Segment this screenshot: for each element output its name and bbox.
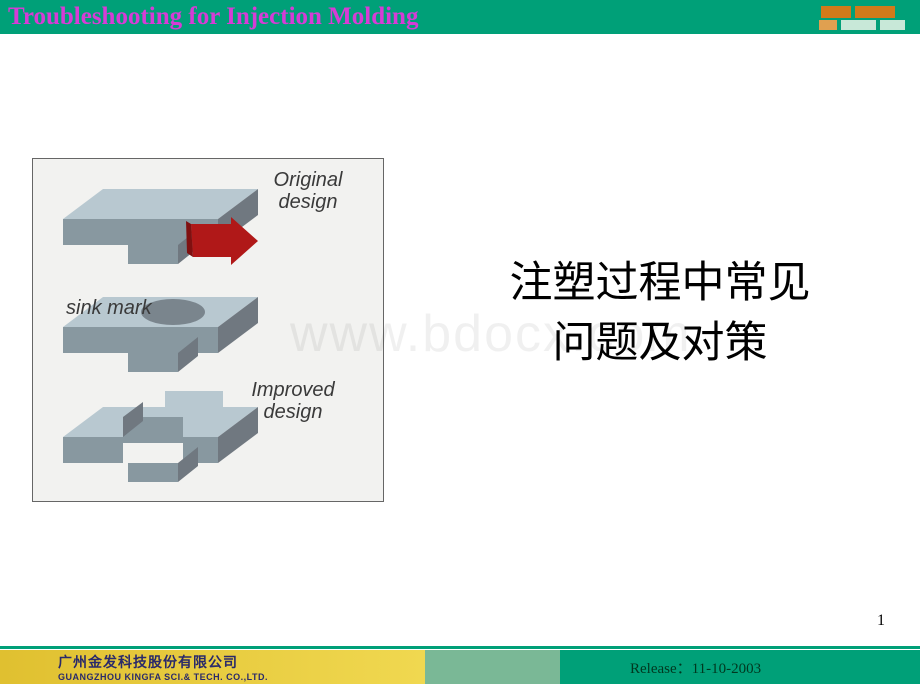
footer-release-bar: Release：11-10-2003 [560,650,920,684]
company-name-cn: 广州金发科技股份有限公司 [58,652,238,672]
diagram-box: Original design sink mark Improved desig… [32,158,384,502]
label-improved: Improved design [238,379,348,423]
molding-diagram [43,169,373,491]
label-original: Original design [253,169,363,213]
deco-block [819,20,837,30]
deco-block [821,6,851,18]
title-line-2: 问题及对策 [553,320,768,367]
release-date: Release：11-10-2003 [630,657,761,678]
title-line-1: 注塑过程中常见 [510,260,811,307]
header-bar: Troubleshooting for Injection Molding [0,0,920,34]
company-name-en: GUANGZHOU KINGFA SCI.& TECH. CO.,LTD. [58,672,268,682]
page-number: 1 [877,612,885,630]
main-title: 注塑过程中常见 问题及对策 [435,254,885,374]
footer-line [0,646,920,649]
deco-block [880,20,905,30]
red-arrow-icon [186,217,258,265]
header-decoration [821,6,895,18]
footer-company-bar: 广州金发科技股份有限公司 GUANGZHOU KINGFA SCI.& TECH… [0,650,425,684]
footer: 广州金发科技股份有限公司 GUANGZHOU KINGFA SCI.& TECH… [0,634,920,690]
content-area: Original design sink mark Improved desig… [0,34,920,624]
deco-block [841,20,876,30]
improved-block [63,391,258,482]
header-title: Troubleshooting for Injection Molding [0,3,418,31]
deco-block [855,6,895,18]
diagram-inner: Original design sink mark Improved desig… [43,169,373,491]
footer-mid-bar [425,650,560,684]
label-sink: sink mark [66,297,152,319]
header-decoration-row2 [819,20,905,30]
